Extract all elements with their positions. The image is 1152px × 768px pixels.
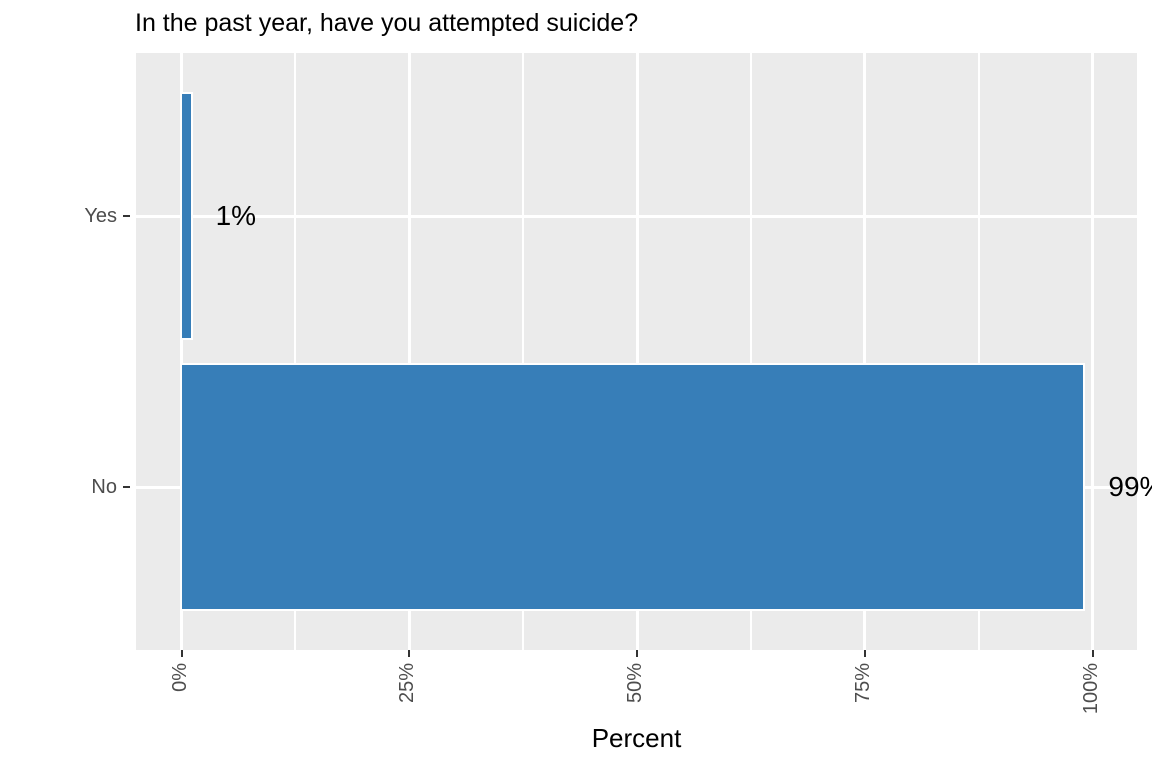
major-gridline-vertical: [1091, 53, 1094, 650]
major-gridline-vertical: [180, 53, 183, 650]
bar-value-label: 1%: [215, 200, 257, 231]
plot-panel: 1% 99%: [136, 53, 1152, 650]
minor-gridline-vertical: [522, 53, 525, 650]
major-gridline-vertical: [863, 53, 867, 650]
x-axis-tick-label: 50%: [624, 663, 646, 704]
y-axis-tick: [123, 215, 130, 217]
x-axis-tick-label: 100%: [1079, 663, 1102, 715]
x-axis-tick: [636, 650, 638, 657]
major-gridline-horizontal: [136, 214, 1137, 218]
y-axis-tick-label: No: [91, 476, 117, 498]
x-axis-tick-label: 0%: [168, 663, 191, 692]
minor-gridline-vertical: [749, 53, 752, 650]
x-axis-tick-label: 25%: [396, 663, 419, 704]
y-axis-tick: [123, 486, 130, 488]
x-axis-title: Percent: [591, 723, 682, 753]
minor-gridline-vertical: [294, 53, 297, 650]
bar-value-label: 99%: [1108, 471, 1152, 502]
major-gridline-vertical: [407, 53, 411, 650]
bar-no: [179, 363, 1086, 611]
x-axis-tick: [1091, 650, 1094, 657]
y-axis-tick-label: Yes: [84, 205, 117, 227]
x-axis-tick-label: 75%: [851, 663, 874, 704]
minor-gridline-vertical: [977, 53, 980, 650]
major-gridline-vertical: [635, 53, 639, 650]
chart-title: In the past year, have you attempted sui…: [135, 9, 639, 37]
x-axis-tick: [180, 650, 183, 657]
bar-yes: [179, 92, 193, 340]
x-axis-tick: [863, 650, 866, 657]
x-axis-tick: [408, 650, 411, 657]
